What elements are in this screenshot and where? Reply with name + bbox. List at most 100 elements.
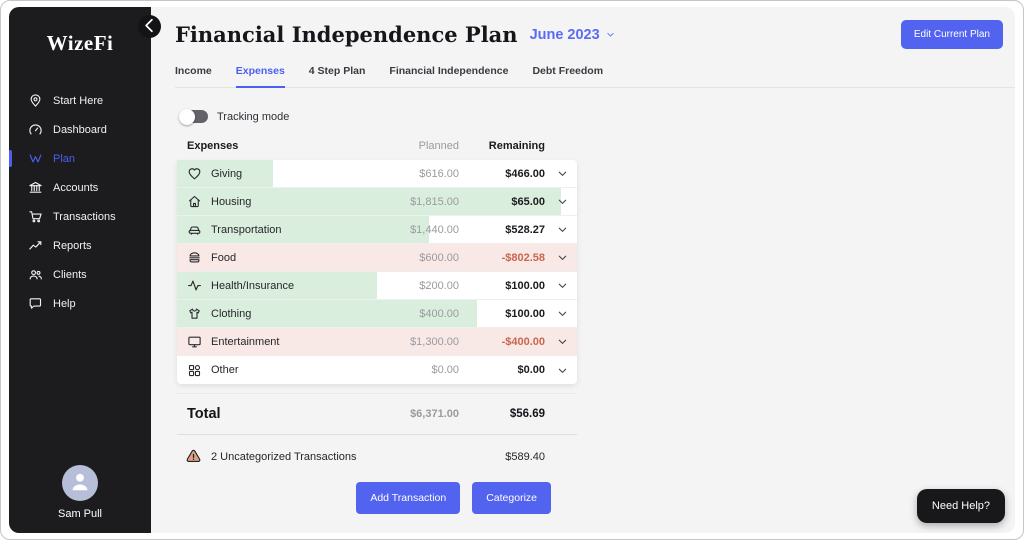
bank-icon <box>28 180 43 195</box>
add-transaction-button[interactable]: Add Transaction <box>356 482 461 514</box>
period-label: June 2023 <box>529 26 600 43</box>
warning-icon <box>185 448 202 465</box>
uncategorized-label: 2 Uncategorized Transactions <box>211 450 357 463</box>
tab-4-step-plan[interactable]: 4 Step Plan <box>308 65 366 77</box>
tab-debt-freedom[interactable]: Debt Freedom <box>532 65 604 77</box>
category-name: Other <box>211 364 239 376</box>
chevron-left-icon <box>138 14 161 40</box>
category-name: Health/Insurance <box>211 279 295 292</box>
chevron-down-icon[interactable] <box>556 364 569 377</box>
sidebar-item-label: Start Here <box>53 94 104 107</box>
column-header-expenses: Expenses <box>187 140 239 152</box>
sidebar-menu: Start Here Dashboard Plan Accounts Trans… <box>9 86 151 318</box>
chart-icon <box>28 238 43 253</box>
sidebar-item-accounts[interactable]: Accounts <box>9 173 151 202</box>
expense-row-other[interactable]: Other $0.00 $0.00 <box>177 356 577 384</box>
chevron-down-icon[interactable] <box>556 335 569 348</box>
pulse-icon <box>187 278 202 293</box>
tracking-mode-label: Tracking mode <box>217 110 290 123</box>
main-content: Financial Independence Plan June 2023 Ed… <box>151 7 1015 533</box>
progress-fill <box>177 300 477 327</box>
tabs-bar: Income Expenses 4 Step Plan Financial Indep… <box>175 65 1015 88</box>
chevron-down-icon[interactable] <box>556 167 569 180</box>
chevron-down-icon[interactable] <box>556 251 569 264</box>
column-header-remaining: Remaining <box>488 140 545 152</box>
progress-fill <box>177 188 561 215</box>
tab-financial-independence[interactable]: Financial Independence <box>389 65 509 77</box>
burger-icon <box>187 250 202 265</box>
planned-amount: $1,300.00 <box>410 335 459 348</box>
remaining-amount: $100.00 <box>505 279 545 292</box>
expense-row-entertainment[interactable]: Entertainment $1,300.00 -$400.00 <box>177 328 577 356</box>
planned-amount: $200.00 <box>419 279 459 292</box>
expense-row-housing[interactable]: Housing $1,815.00 $65.00 <box>177 188 577 216</box>
chevron-down-icon[interactable] <box>556 223 569 236</box>
action-buttons: Add Transaction Categorize <box>177 482 577 514</box>
sidebar-item-label: Clients <box>53 268 87 281</box>
category-name: Clothing <box>211 307 252 320</box>
categorize-button[interactable]: Categorize <box>472 482 551 514</box>
remaining-amount: -$400.00 <box>501 335 545 348</box>
progress-fill <box>177 272 377 299</box>
remaining-amount: $528.27 <box>505 223 545 236</box>
chevron-down-icon[interactable] <box>556 195 569 208</box>
expense-row-transportation[interactable]: Transportation $1,440.00 $528.27 <box>177 216 577 244</box>
category-name: Entertainment <box>211 335 280 348</box>
total-planned: $6,371.00 <box>410 408 459 420</box>
cart-icon <box>28 209 43 224</box>
expense-row-giving[interactable]: Giving $616.00 $466.00 <box>177 160 577 188</box>
pin-icon <box>28 93 43 108</box>
user-section: Sam Pull <box>9 465 151 520</box>
sidebar-item-label: Plan <box>53 152 76 165</box>
tab-expenses[interactable]: Expenses <box>235 65 285 88</box>
shirt-icon <box>187 306 202 321</box>
app-logo: WizeFi <box>46 31 114 55</box>
remaining-amount: $65.00 <box>511 195 545 208</box>
expenses-table-header: Expenses Planned Remaining <box>177 140 577 160</box>
sidebar-item-plan[interactable]: Plan <box>9 144 151 173</box>
uncategorized-amount: $589.40 <box>505 450 545 463</box>
progress-fill <box>177 160 273 187</box>
period-selector[interactable]: June 2023 <box>530 27 616 43</box>
expense-row-health-insurance[interactable]: Health/Insurance $200.00 $100.00 <box>177 272 577 300</box>
sidebar-item-reports[interactable]: Reports <box>9 231 151 260</box>
progress-fill <box>177 216 429 243</box>
chat-icon <box>28 296 43 311</box>
remaining-amount: -$802.58 <box>501 251 545 264</box>
uncategorized-row[interactable]: 2 Uncategorized Transactions $589.40 <box>177 448 577 465</box>
remaining-amount: $466.00 <box>505 167 545 180</box>
expenses-table: Giving $616.00 $466.00 Housing $1,815.00… <box>177 160 577 384</box>
total-remaining: $56.69 <box>509 408 545 420</box>
planned-amount: $0.00 <box>431 364 459 376</box>
sidebar-item-label: Help <box>53 297 76 310</box>
sidebar-item-start-here[interactable]: Start Here <box>9 86 151 115</box>
sidebar-item-clients[interactable]: Clients <box>9 260 151 289</box>
sidebar-item-dashboard[interactable]: Dashboard <box>9 115 151 144</box>
sidebar-item-label: Reports <box>53 239 92 252</box>
tracking-mode-toggle[interactable] <box>179 108 208 125</box>
planned-amount: $600.00 <box>419 251 459 264</box>
page-header: Financial Independence Plan June 2023 Ed… <box>175 20 1015 49</box>
sidebar-item-label: Accounts <box>53 181 99 194</box>
sidebar-item-transactions[interactable]: Transactions <box>9 202 151 231</box>
house-icon <box>187 194 202 209</box>
sidebar-item-help[interactable]: Help <box>9 289 151 318</box>
need-help-button[interactable]: Need Help? <box>916 489 1005 523</box>
avatar[interactable] <box>62 465 98 501</box>
expenses-section: Expenses Planned Remaining Giving $616.0… <box>177 140 577 514</box>
category-name: Giving <box>211 167 243 180</box>
edit-current-plan-button[interactable]: Edit Current Plan <box>900 20 1003 49</box>
monitor-icon <box>187 334 202 349</box>
expense-row-clothing[interactable]: Clothing $400.00 $100.00 <box>177 300 577 328</box>
car-icon <box>187 222 202 237</box>
chevron-down-icon[interactable] <box>556 279 569 292</box>
remaining-amount: $100.00 <box>505 307 545 320</box>
planned-amount: $1,815.00 <box>410 195 459 208</box>
expense-row-food[interactable]: Food $600.00 -$802.58 <box>177 244 577 272</box>
planned-amount: $1,440.00 <box>410 223 459 236</box>
sidebar-collapse-button[interactable] <box>138 15 161 38</box>
heart-icon <box>187 166 202 181</box>
tab-income[interactable]: Income <box>175 65 212 77</box>
chevron-down-icon[interactable] <box>556 307 569 320</box>
